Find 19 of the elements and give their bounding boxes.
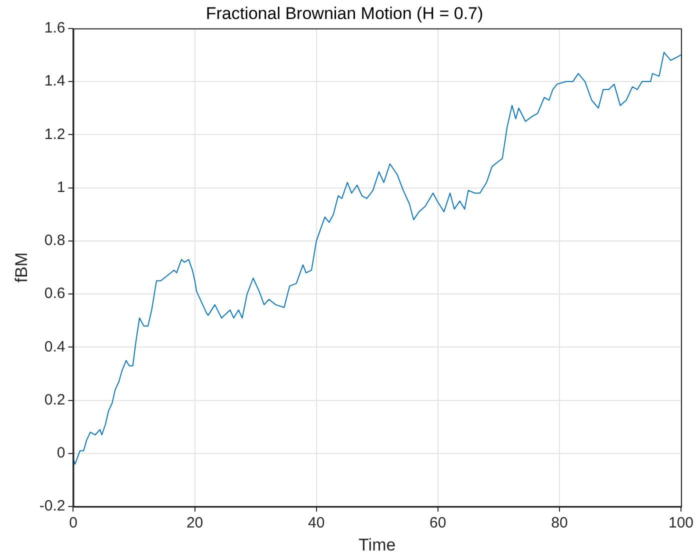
x-tick-label: 40 (308, 514, 325, 532)
x-axis-title: Time (358, 535, 396, 554)
chart-title: Fractional Brownian Motion (H = 0.7) (206, 4, 484, 23)
y-axis-title: fBM (12, 252, 31, 283)
x-tick-label: 80 (551, 514, 568, 532)
y-tick-label: 1.2 (44, 126, 66, 143)
x-tick-label: 20 (186, 514, 204, 532)
y-tick-label: -0.2 (39, 498, 66, 515)
x-tick-label: 60 (430, 514, 446, 532)
y-tick-label: 0.8 (44, 232, 66, 250)
y-tick-label: 1.4 (44, 72, 66, 90)
y-tick-label: 0.6 (44, 285, 66, 302)
y-tick-label: 0.2 (44, 391, 66, 408)
x-tick-label: 100 (668, 514, 694, 532)
y-tick-label: 1.6 (44, 20, 66, 37)
y-tick-label: 1 (56, 178, 66, 196)
y-tick-label: 0 (56, 444, 66, 462)
y-tick-label: 0.4 (44, 338, 66, 356)
x-tick-label: 0 (69, 514, 78, 532)
